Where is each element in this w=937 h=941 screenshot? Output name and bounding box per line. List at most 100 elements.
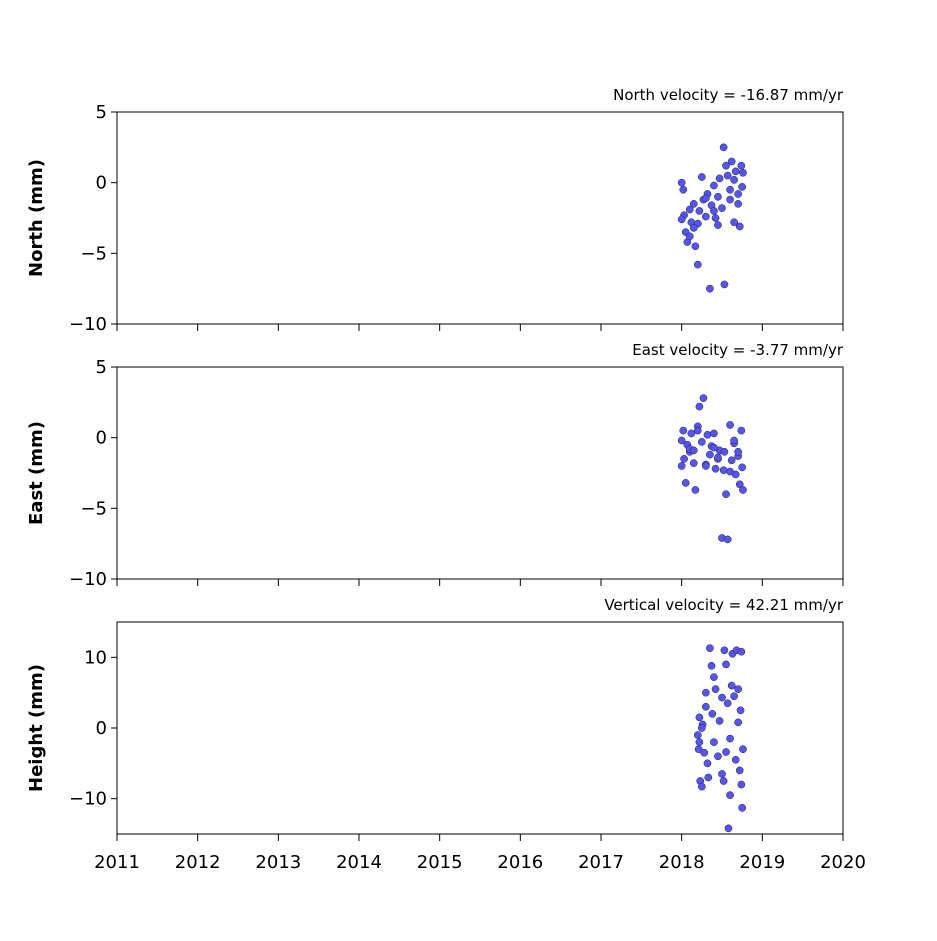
point bbox=[697, 173, 706, 181]
x-tick-label: 2012 bbox=[175, 852, 221, 873]
x-tick-label: 2016 bbox=[497, 852, 543, 873]
point bbox=[702, 462, 710, 470]
point bbox=[680, 455, 688, 463]
plot-frame bbox=[116, 111, 844, 325]
point bbox=[726, 791, 734, 799]
point bbox=[677, 462, 686, 470]
point bbox=[706, 644, 714, 652]
y-tick-label: −10 bbox=[69, 789, 107, 810]
point bbox=[695, 738, 704, 746]
point bbox=[738, 463, 747, 472]
point bbox=[685, 205, 694, 214]
point bbox=[727, 456, 736, 465]
point bbox=[730, 218, 738, 227]
point bbox=[714, 453, 722, 462]
point bbox=[737, 426, 746, 435]
x-tick-label: 2020 bbox=[820, 852, 866, 873]
point bbox=[702, 702, 710, 711]
point bbox=[715, 717, 724, 725]
point bbox=[679, 426, 688, 435]
point bbox=[731, 755, 740, 764]
point bbox=[710, 429, 718, 438]
point bbox=[689, 224, 698, 232]
point bbox=[738, 183, 747, 191]
point bbox=[726, 421, 734, 429]
x-tick-label: 2017 bbox=[578, 852, 624, 873]
point bbox=[734, 718, 742, 727]
point bbox=[719, 143, 728, 152]
point bbox=[735, 766, 744, 775]
y-tick-label: −10 bbox=[69, 314, 107, 335]
point bbox=[734, 447, 742, 456]
point bbox=[711, 464, 720, 473]
y-axis-label: Height (mm) bbox=[26, 664, 47, 792]
point bbox=[699, 394, 708, 402]
point bbox=[726, 185, 734, 194]
plot-frame bbox=[116, 366, 844, 580]
point bbox=[718, 204, 726, 212]
point bbox=[726, 734, 734, 743]
point bbox=[718, 693, 726, 702]
point bbox=[693, 260, 702, 269]
point bbox=[719, 777, 728, 785]
point bbox=[710, 443, 718, 452]
point bbox=[703, 759, 712, 768]
point bbox=[691, 242, 700, 251]
point bbox=[726, 195, 734, 204]
point bbox=[723, 535, 732, 544]
point bbox=[702, 688, 710, 697]
point bbox=[710, 181, 718, 190]
point bbox=[720, 280, 729, 289]
y-tick-label: −5 bbox=[80, 498, 107, 519]
point bbox=[714, 192, 722, 201]
point bbox=[702, 194, 710, 203]
point bbox=[697, 724, 706, 732]
point bbox=[723, 699, 732, 708]
point bbox=[730, 175, 738, 184]
y-tick-label: 0 bbox=[96, 428, 107, 449]
panel-title: North velocity = -16.87 mm/yr bbox=[613, 86, 844, 104]
point bbox=[727, 157, 736, 166]
point bbox=[704, 773, 713, 782]
point bbox=[700, 748, 709, 757]
point bbox=[730, 436, 738, 445]
point bbox=[734, 685, 742, 693]
point bbox=[735, 222, 744, 231]
point bbox=[697, 782, 706, 791]
point bbox=[703, 430, 712, 439]
point bbox=[693, 731, 702, 739]
plot-frame bbox=[116, 621, 844, 835]
point bbox=[697, 438, 706, 446]
point bbox=[711, 214, 720, 222]
panel-title: Vertical velocity = 42.21 mm/yr bbox=[604, 596, 844, 614]
point bbox=[724, 824, 733, 833]
point bbox=[722, 161, 730, 170]
point bbox=[720, 447, 729, 456]
x-tick-label: 2019 bbox=[739, 852, 785, 873]
point bbox=[739, 168, 747, 177]
point bbox=[706, 450, 714, 459]
point bbox=[702, 212, 710, 221]
point bbox=[707, 661, 716, 670]
point bbox=[685, 232, 694, 241]
point bbox=[719, 466, 728, 475]
point bbox=[689, 446, 698, 455]
point bbox=[677, 215, 686, 224]
point bbox=[689, 200, 698, 208]
y-axis-label: North (mm) bbox=[26, 159, 47, 277]
point bbox=[691, 486, 700, 494]
point bbox=[687, 429, 696, 438]
point bbox=[734, 200, 742, 208]
point bbox=[693, 426, 702, 435]
point bbox=[679, 185, 688, 194]
point bbox=[737, 161, 746, 170]
point bbox=[718, 770, 726, 778]
point bbox=[695, 713, 704, 722]
y-axis-label: East (mm) bbox=[26, 421, 47, 525]
point bbox=[727, 681, 736, 690]
point bbox=[710, 207, 718, 215]
point bbox=[739, 486, 747, 494]
y-tick-label: 0 bbox=[96, 173, 107, 194]
point bbox=[714, 752, 722, 761]
point bbox=[695, 402, 704, 411]
